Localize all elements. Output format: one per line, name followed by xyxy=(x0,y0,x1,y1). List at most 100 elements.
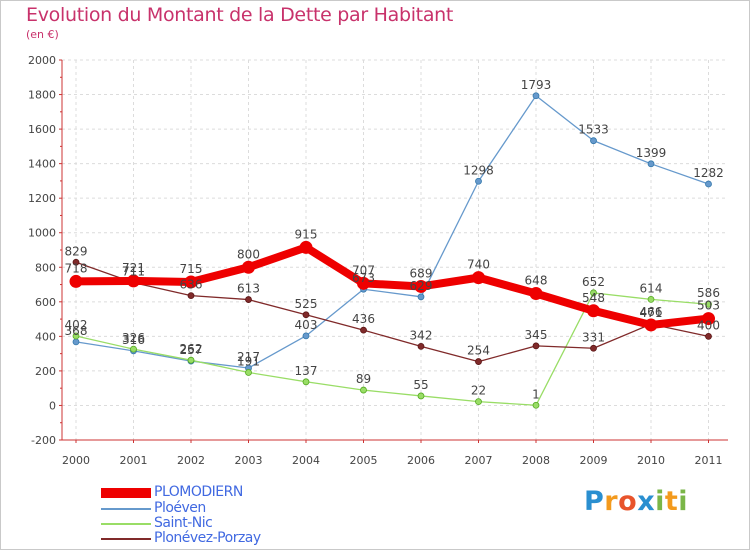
data-point-ploeven[interactable] xyxy=(590,137,597,145)
data-point-plomodiern[interactable] xyxy=(702,312,715,326)
data-point-plonevez-porzay[interactable] xyxy=(245,296,252,303)
data-point-plomodiern[interactable] xyxy=(357,276,370,290)
x-tick-label: 2009 xyxy=(580,454,608,467)
x-tick-label: 2010 xyxy=(637,454,665,467)
data-point-plomodiern[interactable] xyxy=(127,274,140,288)
data-point-plomodiern[interactable] xyxy=(242,260,255,274)
data-label-ploeven: 1533 xyxy=(578,123,609,137)
data-point-plonevez-porzay[interactable] xyxy=(187,292,195,300)
x-tick-label: 2008 xyxy=(522,454,550,467)
data-point-saint-nic[interactable] xyxy=(590,289,597,297)
data-label-plomodiern: 915 xyxy=(295,227,318,241)
data-label-plomodiern: 466 xyxy=(640,305,663,319)
data-label-saint-nic: 402 xyxy=(65,318,88,332)
y-tick-label: 400 xyxy=(35,330,56,343)
data-point-plonevez-porzay[interactable] xyxy=(72,258,80,266)
chart-unit-label: (en €) xyxy=(26,28,59,41)
data-label-saint-nic: 191 xyxy=(237,354,260,368)
data-label-saint-nic: 326 xyxy=(122,331,145,345)
data-labels: 368 316 257 217 403 673 629 1298 1793 1533 1399 128… xyxy=(65,78,724,402)
data-label-saint-nic: 614 xyxy=(640,281,663,295)
data-point-saint-nic[interactable] xyxy=(360,386,367,394)
data-label-ploeven: 1793 xyxy=(521,78,552,92)
data-label-saint-nic: 89 xyxy=(356,372,371,386)
data-label-plonevez-porzay: 613 xyxy=(237,282,260,296)
data-point-plomodiern[interactable] xyxy=(529,287,543,301)
series-lines xyxy=(69,92,715,409)
data-label-plonevez-porzay: 342 xyxy=(410,328,433,342)
y-tick-label: 1600 xyxy=(28,123,56,136)
series-line-ploeven[interactable] xyxy=(75,95,710,369)
data-label-saint-nic: 137 xyxy=(295,364,318,378)
data-point-plonevez-porzay[interactable] xyxy=(302,311,310,319)
data-label-plonevez-porzay: 711 xyxy=(122,265,145,279)
brand-logo-letter: i xyxy=(678,486,689,517)
brand-logo-letter: P xyxy=(584,486,605,517)
data-point-plomodiern[interactable] xyxy=(414,279,428,293)
data-label-ploeven: 403 xyxy=(295,318,318,332)
data-point-plomodiern[interactable] xyxy=(184,275,198,289)
data-point-saint-nic[interactable] xyxy=(417,392,425,400)
data-point-plomodiern[interactable] xyxy=(644,318,658,332)
data-point-plomodiern[interactable] xyxy=(472,271,485,285)
data-point-saint-nic[interactable] xyxy=(245,369,252,376)
data-point-ploeven[interactable] xyxy=(475,177,482,185)
data-point-saint-nic[interactable] xyxy=(647,295,655,303)
data-point-saint-nic[interactable] xyxy=(532,401,540,409)
legend-swatch-plomodiern xyxy=(101,488,151,498)
y-tick-label: 1200 xyxy=(28,192,56,205)
data-point-plonevez-porzay[interactable] xyxy=(532,342,540,350)
data-point-ploeven[interactable] xyxy=(705,180,712,188)
data-label-saint-nic: 586 xyxy=(697,286,720,300)
y-tick-label: 1000 xyxy=(28,227,56,240)
data-point-plomodiern[interactable] xyxy=(299,240,313,254)
series-line-saint-nic[interactable] xyxy=(75,292,710,406)
y-tick-label: 200 xyxy=(35,365,56,378)
data-point-plonevez-porzay[interactable] xyxy=(417,342,425,350)
data-point-saint-nic[interactable] xyxy=(130,345,137,353)
data-label-saint-nic: 652 xyxy=(582,275,605,289)
y-tick-label: 600 xyxy=(35,296,56,309)
series-line-plonevez-porzay[interactable] xyxy=(75,261,710,363)
axes: -200020040060080010001200140016001800200… xyxy=(28,54,728,467)
x-tick-label: 2003 xyxy=(235,454,263,467)
y-tick-label: 2000 xyxy=(28,54,56,67)
series-line-plomodiern[interactable] xyxy=(72,243,713,329)
brand-logo-letter: r xyxy=(604,486,619,517)
data-point-ploeven[interactable] xyxy=(302,332,310,340)
data-point-ploeven[interactable] xyxy=(647,160,655,168)
data-label-ploeven: 368 xyxy=(65,324,88,338)
data-label-plonevez-porzay: 345 xyxy=(525,328,548,342)
data-point-plonevez-porzay[interactable] xyxy=(360,326,367,334)
data-point-plonevez-porzay[interactable] xyxy=(475,358,482,365)
data-point-saint-nic[interactable] xyxy=(72,332,80,340)
data-point-plonevez-porzay[interactable] xyxy=(705,332,712,340)
data-point-saint-nic[interactable] xyxy=(705,300,712,308)
chart-title: Evolution du Montant de la Dette par Hab… xyxy=(26,4,454,26)
y-tick-label: -200 xyxy=(31,434,56,447)
data-point-plonevez-porzay[interactable] xyxy=(590,344,597,352)
x-tick-label: 2002 xyxy=(177,454,205,467)
data-point-ploeven[interactable] xyxy=(72,338,80,346)
data-label-plonevez-porzay: 471 xyxy=(640,306,663,320)
data-point-plomodiern[interactable] xyxy=(587,304,600,318)
data-label-saint-nic: 1 xyxy=(532,387,540,401)
data-point-saint-nic[interactable] xyxy=(475,398,482,406)
data-point-plomodiern[interactable] xyxy=(69,274,83,288)
data-label-ploeven: 629 xyxy=(410,279,433,293)
data-label-saint-nic: 262 xyxy=(180,342,203,356)
data-label-plomodiern: 503 xyxy=(697,299,720,313)
data-point-saint-nic[interactable] xyxy=(187,356,195,364)
data-label-plonevez-porzay: 254 xyxy=(467,344,490,358)
grid xyxy=(62,59,728,441)
data-label-ploeven: 1298 xyxy=(463,163,494,177)
legend-swatch-ploeven xyxy=(101,508,151,510)
y-tick-label: 1800 xyxy=(28,89,56,102)
data-point-ploeven[interactable] xyxy=(532,92,540,100)
data-label-plomodiern: 718 xyxy=(65,261,88,275)
data-point-ploeven[interactable] xyxy=(417,293,425,301)
data-point-saint-nic[interactable] xyxy=(302,378,310,386)
data-label-ploeven: 257 xyxy=(180,343,203,357)
